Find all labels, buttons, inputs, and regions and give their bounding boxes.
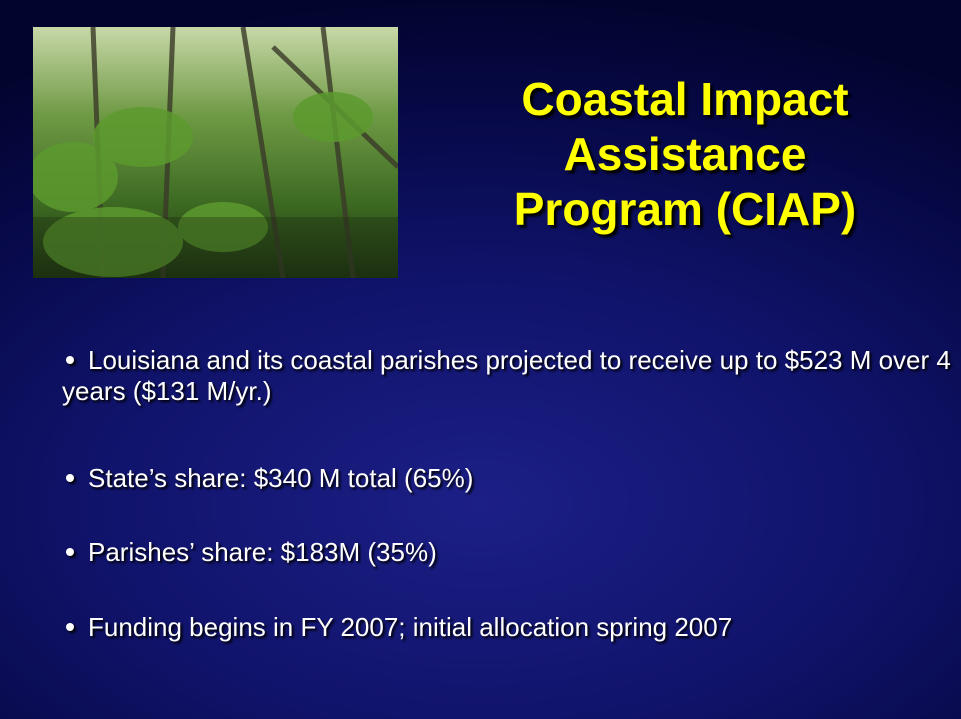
slide-title: Coastal Impact Assistance Program (CIAP) — [470, 72, 900, 237]
bullet-text: Funding begins in FY 2007; initial alloc… — [88, 612, 732, 642]
swamp-photo — [33, 27, 398, 278]
slide: Coastal Impact Assistance Program (CIAP)… — [0, 0, 961, 719]
bullet-item: State’s share: $340 M total (65%) — [62, 463, 952, 494]
bullet-text: Louisiana and its coastal parishes proje… — [62, 345, 951, 406]
bullet-item: Parishes’ share: $183M (35%) — [62, 537, 952, 568]
bullet-text: Parishes’ share: $183M (35%) — [88, 537, 437, 567]
bullet-text: State’s share: $340 M total (65%) — [88, 463, 473, 493]
bullet-item: Louisiana and its coastal parishes proje… — [62, 345, 952, 407]
bullet-item: Funding begins in FY 2007; initial alloc… — [62, 612, 952, 643]
